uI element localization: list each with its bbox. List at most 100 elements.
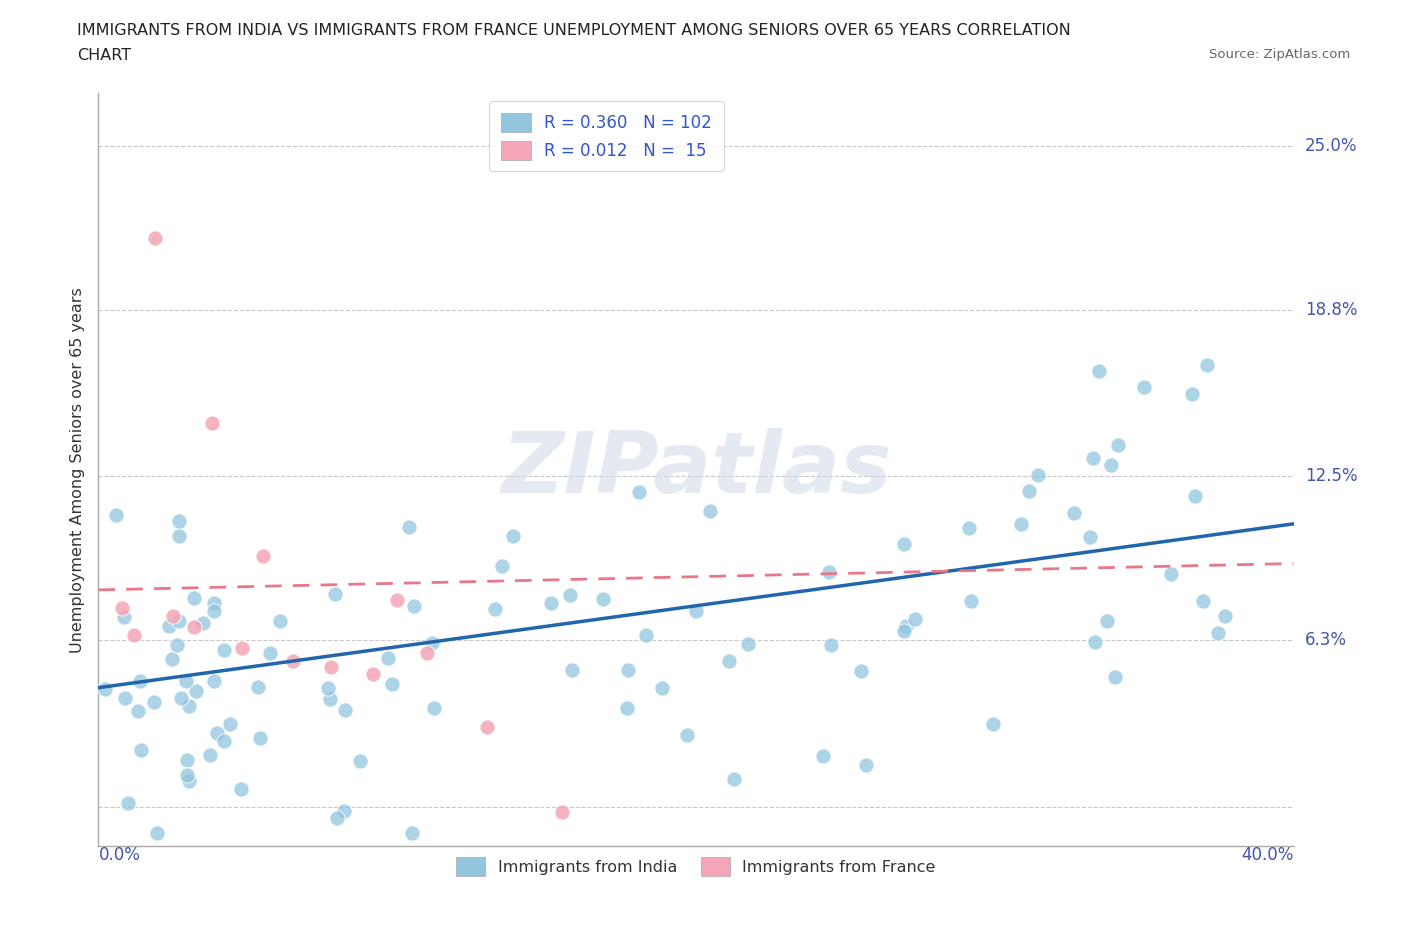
Point xyxy=(1063,506,1085,521)
Point xyxy=(502,528,524,543)
Point xyxy=(811,749,834,764)
Point xyxy=(146,826,169,841)
Point xyxy=(247,679,270,694)
Point xyxy=(893,537,915,551)
Y-axis label: Unemployment Among Seniors over 65 years: Unemployment Among Seniors over 65 years xyxy=(69,286,84,653)
Point xyxy=(176,768,198,783)
Point xyxy=(1097,614,1119,629)
Point xyxy=(475,720,498,735)
Text: 0.0%: 0.0% xyxy=(98,846,141,864)
Point xyxy=(212,643,235,658)
Point xyxy=(186,684,208,698)
Point xyxy=(651,681,673,696)
Point xyxy=(416,646,439,661)
Point xyxy=(896,618,918,633)
Point xyxy=(723,772,745,787)
Point xyxy=(957,521,980,536)
Point xyxy=(1184,488,1206,503)
Point xyxy=(183,591,205,605)
Point xyxy=(981,716,1004,731)
Point xyxy=(202,604,225,618)
Point xyxy=(592,591,614,606)
Point xyxy=(616,700,638,715)
Point xyxy=(349,753,371,768)
Point xyxy=(219,716,242,731)
Point xyxy=(105,507,128,522)
Point xyxy=(114,691,136,706)
Point xyxy=(377,651,399,666)
Point xyxy=(1104,670,1126,684)
Text: CHART: CHART xyxy=(77,48,131,63)
Point xyxy=(193,616,215,631)
Point xyxy=(259,645,281,660)
Point xyxy=(636,628,658,643)
Point xyxy=(143,231,166,246)
Point xyxy=(558,588,581,603)
Text: IMMIGRANTS FROM INDIA VS IMMIGRANTS FROM FRANCE UNEMPLOYMENT AMONG SENIORS OVER : IMMIGRANTS FROM INDIA VS IMMIGRANTS FROM… xyxy=(77,23,1071,38)
Point xyxy=(1010,517,1032,532)
Point xyxy=(1191,593,1213,608)
Point xyxy=(198,748,221,763)
Point xyxy=(855,758,877,773)
Point xyxy=(325,586,347,601)
Point xyxy=(252,548,274,563)
Point xyxy=(1133,379,1156,394)
Point xyxy=(131,742,153,757)
Point xyxy=(316,681,339,696)
Point xyxy=(167,529,190,544)
Point xyxy=(332,804,354,818)
Point xyxy=(1107,438,1129,453)
Point xyxy=(385,593,409,608)
Point xyxy=(849,664,872,679)
Point xyxy=(231,641,253,656)
Point xyxy=(214,734,236,749)
Point xyxy=(1213,608,1236,623)
Point xyxy=(685,604,707,618)
Point xyxy=(550,804,572,819)
Point xyxy=(269,614,291,629)
Point xyxy=(201,416,224,431)
Point xyxy=(174,674,197,689)
Text: 40.0%: 40.0% xyxy=(1241,846,1294,864)
Point xyxy=(423,700,446,715)
Point xyxy=(202,673,225,688)
Point xyxy=(381,677,404,692)
Point xyxy=(162,609,184,624)
Point xyxy=(1181,386,1204,401)
Point xyxy=(904,612,927,627)
Point xyxy=(166,637,188,652)
Point xyxy=(117,796,139,811)
Point xyxy=(960,593,983,608)
Legend: Immigrants from India, Immigrants from France: Immigrants from India, Immigrants from F… xyxy=(449,849,943,884)
Point xyxy=(157,618,180,633)
Point xyxy=(176,752,198,767)
Point xyxy=(491,559,513,574)
Point xyxy=(167,513,190,528)
Point xyxy=(124,628,146,643)
Point xyxy=(561,662,583,677)
Point xyxy=(326,811,349,826)
Point xyxy=(1018,484,1040,498)
Point xyxy=(207,725,229,740)
Point xyxy=(1083,450,1105,465)
Point xyxy=(398,520,420,535)
Point xyxy=(1078,529,1101,544)
Point xyxy=(628,485,651,499)
Point xyxy=(820,638,842,653)
Point xyxy=(179,774,201,789)
Text: Source: ZipAtlas.com: Source: ZipAtlas.com xyxy=(1209,48,1350,61)
Point xyxy=(321,659,343,674)
Point xyxy=(893,624,915,639)
Point xyxy=(617,662,640,677)
Point xyxy=(111,601,134,616)
Point xyxy=(281,654,304,669)
Point xyxy=(1206,626,1229,641)
Point xyxy=(675,727,697,742)
Point xyxy=(818,565,841,579)
Point xyxy=(183,619,205,634)
Text: ZIPatlas: ZIPatlas xyxy=(501,428,891,512)
Point xyxy=(143,694,166,709)
Point xyxy=(363,667,385,682)
Point xyxy=(94,682,117,697)
Point xyxy=(319,692,342,707)
